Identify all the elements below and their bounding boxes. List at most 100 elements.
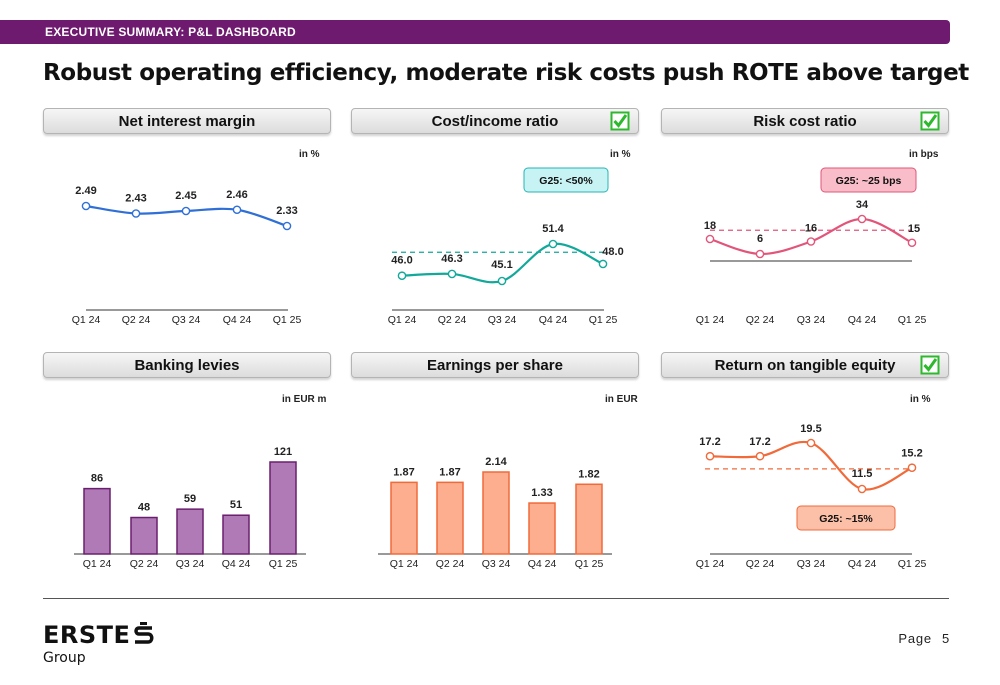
- data-label: 6: [757, 233, 763, 245]
- data-point: [232, 205, 242, 215]
- panel-title-cir: Cost/income ratio: [351, 108, 639, 134]
- bar: [482, 471, 510, 555]
- data-point: [598, 259, 608, 269]
- data-label: 2.33: [276, 205, 297, 217]
- data-point: [548, 239, 558, 249]
- unit-label: in bps: [909, 149, 939, 160]
- page-title: Robust operating efficiency, moderate ri…: [43, 60, 969, 86]
- checkmark-icon: [920, 111, 940, 131]
- unit-label: in %: [299, 149, 320, 160]
- data-label: 18: [704, 220, 716, 232]
- data-point: [181, 206, 191, 216]
- panel-title-nim: Net interest margin: [43, 108, 331, 134]
- bar: [130, 516, 158, 555]
- data-label: 11.5: [852, 468, 873, 480]
- data-point: [81, 201, 91, 211]
- data-label: 51.4: [542, 223, 564, 235]
- data-label: 2.14: [485, 456, 507, 468]
- category-label: Q4 24: [848, 558, 877, 570]
- page-label: Page: [898, 631, 932, 646]
- category-label: Q1 25: [898, 558, 927, 570]
- data-label: 16: [805, 223, 817, 235]
- target-label: G25: ~15%: [819, 513, 873, 525]
- footer-divider: [43, 598, 949, 599]
- category-label: Q2 24: [746, 314, 775, 326]
- erste-logo: ERSTE Group: [43, 622, 155, 666]
- category-label: Q4 24: [848, 314, 877, 326]
- data-label: 45.1: [491, 259, 512, 271]
- target-badge: [820, 167, 917, 193]
- data-label: 2.45: [175, 190, 196, 202]
- header-banner: EXECUTIVE SUMMARY: P&L DASHBOARD: [0, 20, 950, 44]
- data-point: [857, 214, 867, 224]
- banner-text: EXECUTIVE SUMMARY: P&L DASHBOARD: [45, 25, 296, 39]
- bar: [436, 481, 464, 555]
- data-label: 2.46: [226, 189, 247, 201]
- data-label: 51: [230, 499, 242, 511]
- data-point: [907, 238, 917, 248]
- page-number: Page 5: [898, 631, 950, 646]
- unit-label: in %: [610, 149, 631, 160]
- bar: [390, 481, 418, 555]
- panel-title-text: Cost/income ratio: [431, 113, 559, 130]
- unit-label: in %: [910, 394, 931, 405]
- panel-title-text: Risk cost ratio: [753, 113, 857, 130]
- data-label: 1.87: [439, 466, 460, 478]
- data-point: [131, 209, 141, 218]
- data-label: 48: [138, 502, 150, 514]
- category-label: Q3 24: [797, 558, 826, 570]
- logo-s-icon: [134, 622, 154, 644]
- data-label: 15: [908, 223, 920, 235]
- category-label: Q3 24: [176, 558, 205, 570]
- data-label: 19.5: [800, 423, 821, 435]
- category-label: Q1 24: [83, 558, 112, 570]
- bar: [83, 487, 111, 555]
- data-label: 2.43: [125, 193, 146, 205]
- target-label: G25: <50%: [539, 175, 593, 187]
- bar: [575, 483, 603, 555]
- panel-title-text: Earnings per share: [427, 357, 563, 374]
- logo-subtitle: Group: [43, 650, 86, 666]
- panel-title-text: Banking levies: [134, 357, 240, 374]
- data-label: 1.82: [578, 468, 599, 480]
- category-label: Q3 24: [488, 314, 517, 326]
- panel-title-risk: Risk cost ratio: [661, 108, 949, 134]
- data-label: 17.2: [749, 436, 770, 448]
- data-label: 121: [274, 446, 292, 458]
- page-number-value: 5: [941, 631, 950, 646]
- category-label: Q2 24: [746, 558, 775, 570]
- category-label: Q1 24: [696, 314, 725, 326]
- category-label: Q1 25: [273, 314, 302, 326]
- target-badge: [523, 167, 609, 193]
- category-label: Q1 24: [72, 314, 101, 326]
- category-label: Q3 24: [797, 314, 826, 326]
- data-label: 48.0: [602, 246, 623, 258]
- data-point: [806, 438, 816, 448]
- category-label: Q1 25: [575, 558, 604, 570]
- data-label: 86: [91, 473, 103, 485]
- data-point: [705, 451, 715, 461]
- bar: [222, 514, 250, 555]
- data-point: [705, 234, 715, 244]
- bar: [269, 461, 297, 555]
- data-point: [806, 237, 816, 246]
- data-label: 46.3: [441, 253, 462, 265]
- data-point: [282, 221, 292, 231]
- category-label: Q1 25: [898, 314, 927, 326]
- bar: [528, 502, 556, 555]
- panel-title-rote: Return on tangible equity: [661, 352, 949, 378]
- target-label: G25: ~25 bps: [836, 175, 902, 187]
- category-label: Q3 24: [482, 558, 511, 570]
- category-label: Q4 24: [528, 558, 557, 570]
- category-label: Q1 24: [696, 558, 725, 570]
- category-label: Q2 24: [436, 558, 465, 570]
- data-label: 34: [856, 199, 869, 211]
- panel-title-text: Return on tangible equity: [714, 357, 896, 374]
- data-point: [755, 249, 765, 259]
- category-label: Q1 24: [388, 314, 417, 326]
- category-label: Q3 24: [172, 314, 201, 326]
- unit-label: in EUR: [605, 394, 638, 405]
- data-label: 15.2: [901, 448, 922, 460]
- checkmark-icon: [610, 111, 630, 131]
